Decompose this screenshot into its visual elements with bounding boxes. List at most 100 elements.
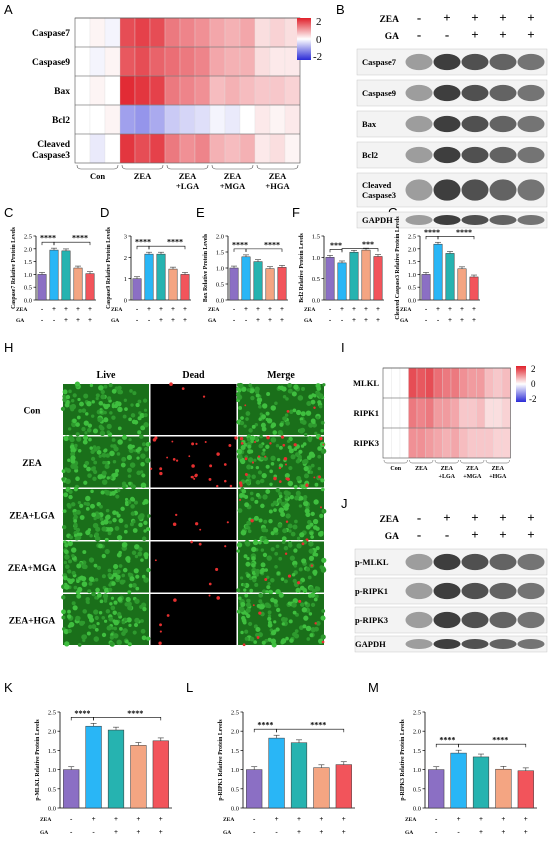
chart-C-sig-label: **** [40, 234, 56, 243]
live-cell-dot [300, 411, 306, 417]
live-cell-dot [258, 599, 263, 604]
live-cell-dot [76, 593, 82, 599]
dead-cell-dot [223, 463, 227, 466]
chart-M-sig-label: **** [439, 736, 455, 745]
heatmap-cell [269, 46, 286, 77]
live-cell-dot [88, 437, 92, 442]
heatmap-i-group-label: ZEA [466, 466, 479, 472]
dead-cell-dot [181, 387, 185, 390]
live-cell-dot [121, 434, 128, 440]
heatmap-cell [104, 104, 121, 135]
heatmap-cell [164, 75, 181, 106]
chart-F-sig-label: *** [362, 240, 374, 249]
live-cell-dot [109, 475, 113, 480]
live-cell-dot [273, 527, 279, 533]
live-cell-dot [239, 606, 245, 613]
live-cell-dot [98, 454, 102, 458]
live-cell-dot [270, 462, 275, 466]
chart-F-treat-sign: + [376, 305, 380, 313]
live-cell-dot [68, 494, 73, 500]
heatmap-cell [74, 17, 91, 48]
live-cell-dot [99, 410, 103, 414]
live-cell-dot [117, 389, 123, 395]
live-cell-dot [127, 642, 132, 647]
live-cell-dot [287, 523, 293, 529]
live-cell-dot [135, 403, 140, 408]
chart-E-treat-sign: - [245, 316, 248, 324]
chart-F-treat-sign: - [329, 305, 332, 313]
live-cell-dot [70, 547, 77, 553]
dead-cell-dot [172, 522, 177, 527]
blot-b-band [433, 53, 461, 71]
chart-L-sig-label: **** [257, 721, 273, 730]
live-cell-dot [122, 542, 128, 548]
live-cell-dot [106, 476, 110, 480]
live-cell-dot [83, 393, 89, 399]
live-cell-dot [111, 438, 116, 442]
live-cell-dot [111, 581, 116, 586]
live-cell-dot [287, 388, 293, 394]
chart-M-bar [428, 769, 445, 809]
heatmap-cell [254, 17, 271, 48]
live-cell-dot [274, 564, 278, 569]
live-cell-dot [127, 572, 132, 576]
live-cell-dot [137, 514, 144, 520]
chart-G-treat-sign: + [472, 316, 476, 324]
live-cell-dot [102, 593, 109, 599]
live-cell-dot [140, 461, 145, 467]
heatmap-cell [501, 367, 511, 399]
live-cell-dot [255, 492, 261, 498]
chart-E-treat-label: GA [208, 318, 216, 324]
live-cell-dot [67, 624, 72, 628]
live-cell-dot [254, 423, 259, 427]
panel-letter-D: D [100, 205, 109, 220]
blot-j-band [489, 553, 517, 571]
live-cell-dot [282, 416, 287, 421]
live-cell-dot [83, 480, 88, 485]
live-cell-dot [270, 423, 275, 429]
live-cell-dot [76, 436, 82, 442]
live-cell-dot [71, 570, 76, 576]
chart-K-treat-sign: + [136, 828, 140, 836]
chart-D-treat-sign: + [147, 305, 151, 313]
heatmap-cell [149, 75, 166, 106]
live-cell-dot [61, 595, 66, 600]
microscopy-column-label: Live [97, 370, 116, 381]
live-cell-dot [243, 554, 248, 559]
live-cell-dot [124, 500, 129, 505]
live-cell-dot [61, 469, 66, 474]
live-cell-dot [82, 439, 88, 445]
live-cell-dot [88, 581, 93, 586]
dead-cell-dot [239, 498, 242, 501]
colorbar-label: 2 [531, 364, 536, 374]
live-cell-dot [75, 432, 80, 437]
dead-cell-dot [208, 594, 211, 597]
live-cell-dot [101, 479, 108, 485]
chart-K-ytick-label: 1.5 [48, 748, 56, 755]
live-cell-dot [273, 508, 277, 512]
live-cell-dot [270, 503, 275, 507]
live-cell-dot [143, 577, 149, 583]
live-cell-dot [100, 490, 105, 495]
live-cell-dot [282, 528, 288, 534]
live-cell-dot [90, 503, 95, 509]
group-bracket [409, 459, 434, 464]
live-cell-dot [86, 427, 92, 433]
live-cell-dot [94, 536, 101, 542]
dead-cell-dot [266, 435, 270, 440]
live-cell-dot [283, 579, 288, 584]
live-cell-dot [264, 602, 271, 608]
live-cell-dot [253, 458, 257, 462]
live-cell-dot [89, 534, 93, 538]
chart-M-treat-sign: - [457, 828, 460, 836]
live-cell-dot [289, 555, 295, 561]
colorbar-label: 0 [531, 379, 536, 389]
live-cell-dot [98, 543, 103, 549]
live-cell-dot [257, 401, 262, 405]
heatmap-cell [501, 427, 511, 459]
blot-j-band [461, 611, 489, 629]
live-cell-dot [128, 623, 132, 628]
heatmap-cell [239, 104, 256, 135]
live-cell-dot [278, 491, 283, 496]
chart-L-ytick-label: 0.5 [231, 786, 239, 793]
